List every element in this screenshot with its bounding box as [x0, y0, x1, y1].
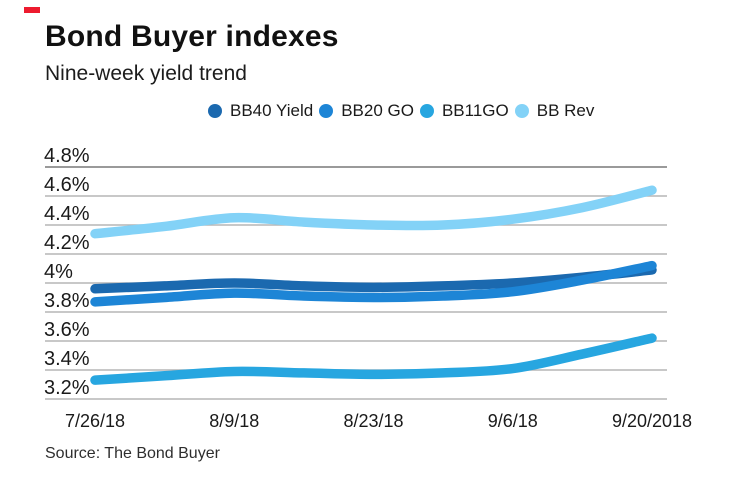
legend-item-bb11go: BB11GO [419, 101, 509, 121]
y-axis-tick-label: 3.6% [44, 319, 90, 341]
y-axis-tick-label: 4% [44, 261, 73, 283]
legend-label: BB11GO [441, 101, 509, 120]
brand-dash-accent [24, 7, 40, 13]
x-axis-tick-label: 8/23/18 [343, 411, 403, 431]
y-axis-tick-label: 3.4% [44, 348, 90, 370]
series-line-bb-rev [90, 185, 657, 239]
x-axis-tick-label: 8/9/18 [209, 411, 259, 431]
x-axis-tick-label: 9/6/18 [488, 411, 538, 431]
legend-item-bb-rev: BB Rev [514, 101, 595, 121]
series-line-bb20-go [90, 260, 657, 307]
series-line-bb11go [90, 333, 657, 385]
chart-legend: BB40 Yield BB20 GO BB11GO BB Rev [208, 101, 594, 121]
y-axis-tick-label: 3.8% [44, 290, 90, 312]
page-subtitle: Nine-week yield trend [45, 62, 247, 85]
y-axis-tick-label: 4.2% [44, 232, 90, 254]
legend-label: BB Rev [536, 101, 595, 120]
legend-item-bb40-yield: BB40 Yield [208, 101, 313, 121]
y-axis-tick-label: 4.4% [44, 203, 90, 225]
y-axis-tick-label: 4.8% [44, 145, 90, 167]
y-axis-tick-label: 4.6% [44, 174, 90, 196]
source-note: Source: The Bond Buyer [45, 445, 220, 462]
x-axis-tick-label: 9/20/2018 [612, 411, 692, 431]
series-line-bb40-yield [90, 265, 657, 294]
legend-label: BB40 Yield [230, 101, 314, 120]
legend-item-bb20-go: BB20 GO [319, 101, 414, 121]
page-title: Bond Buyer indexes [45, 20, 339, 53]
x-axis-tick-label: 7/26/18 [65, 411, 125, 431]
legend-dot-icon [419, 104, 434, 118]
legend-dot-icon [514, 104, 529, 118]
legend-dot-icon [319, 104, 334, 118]
legend-dot-icon [208, 104, 222, 118]
legend-label: BB20 GO [341, 101, 414, 120]
y-axis-tick-label: 3.2% [44, 377, 90, 399]
